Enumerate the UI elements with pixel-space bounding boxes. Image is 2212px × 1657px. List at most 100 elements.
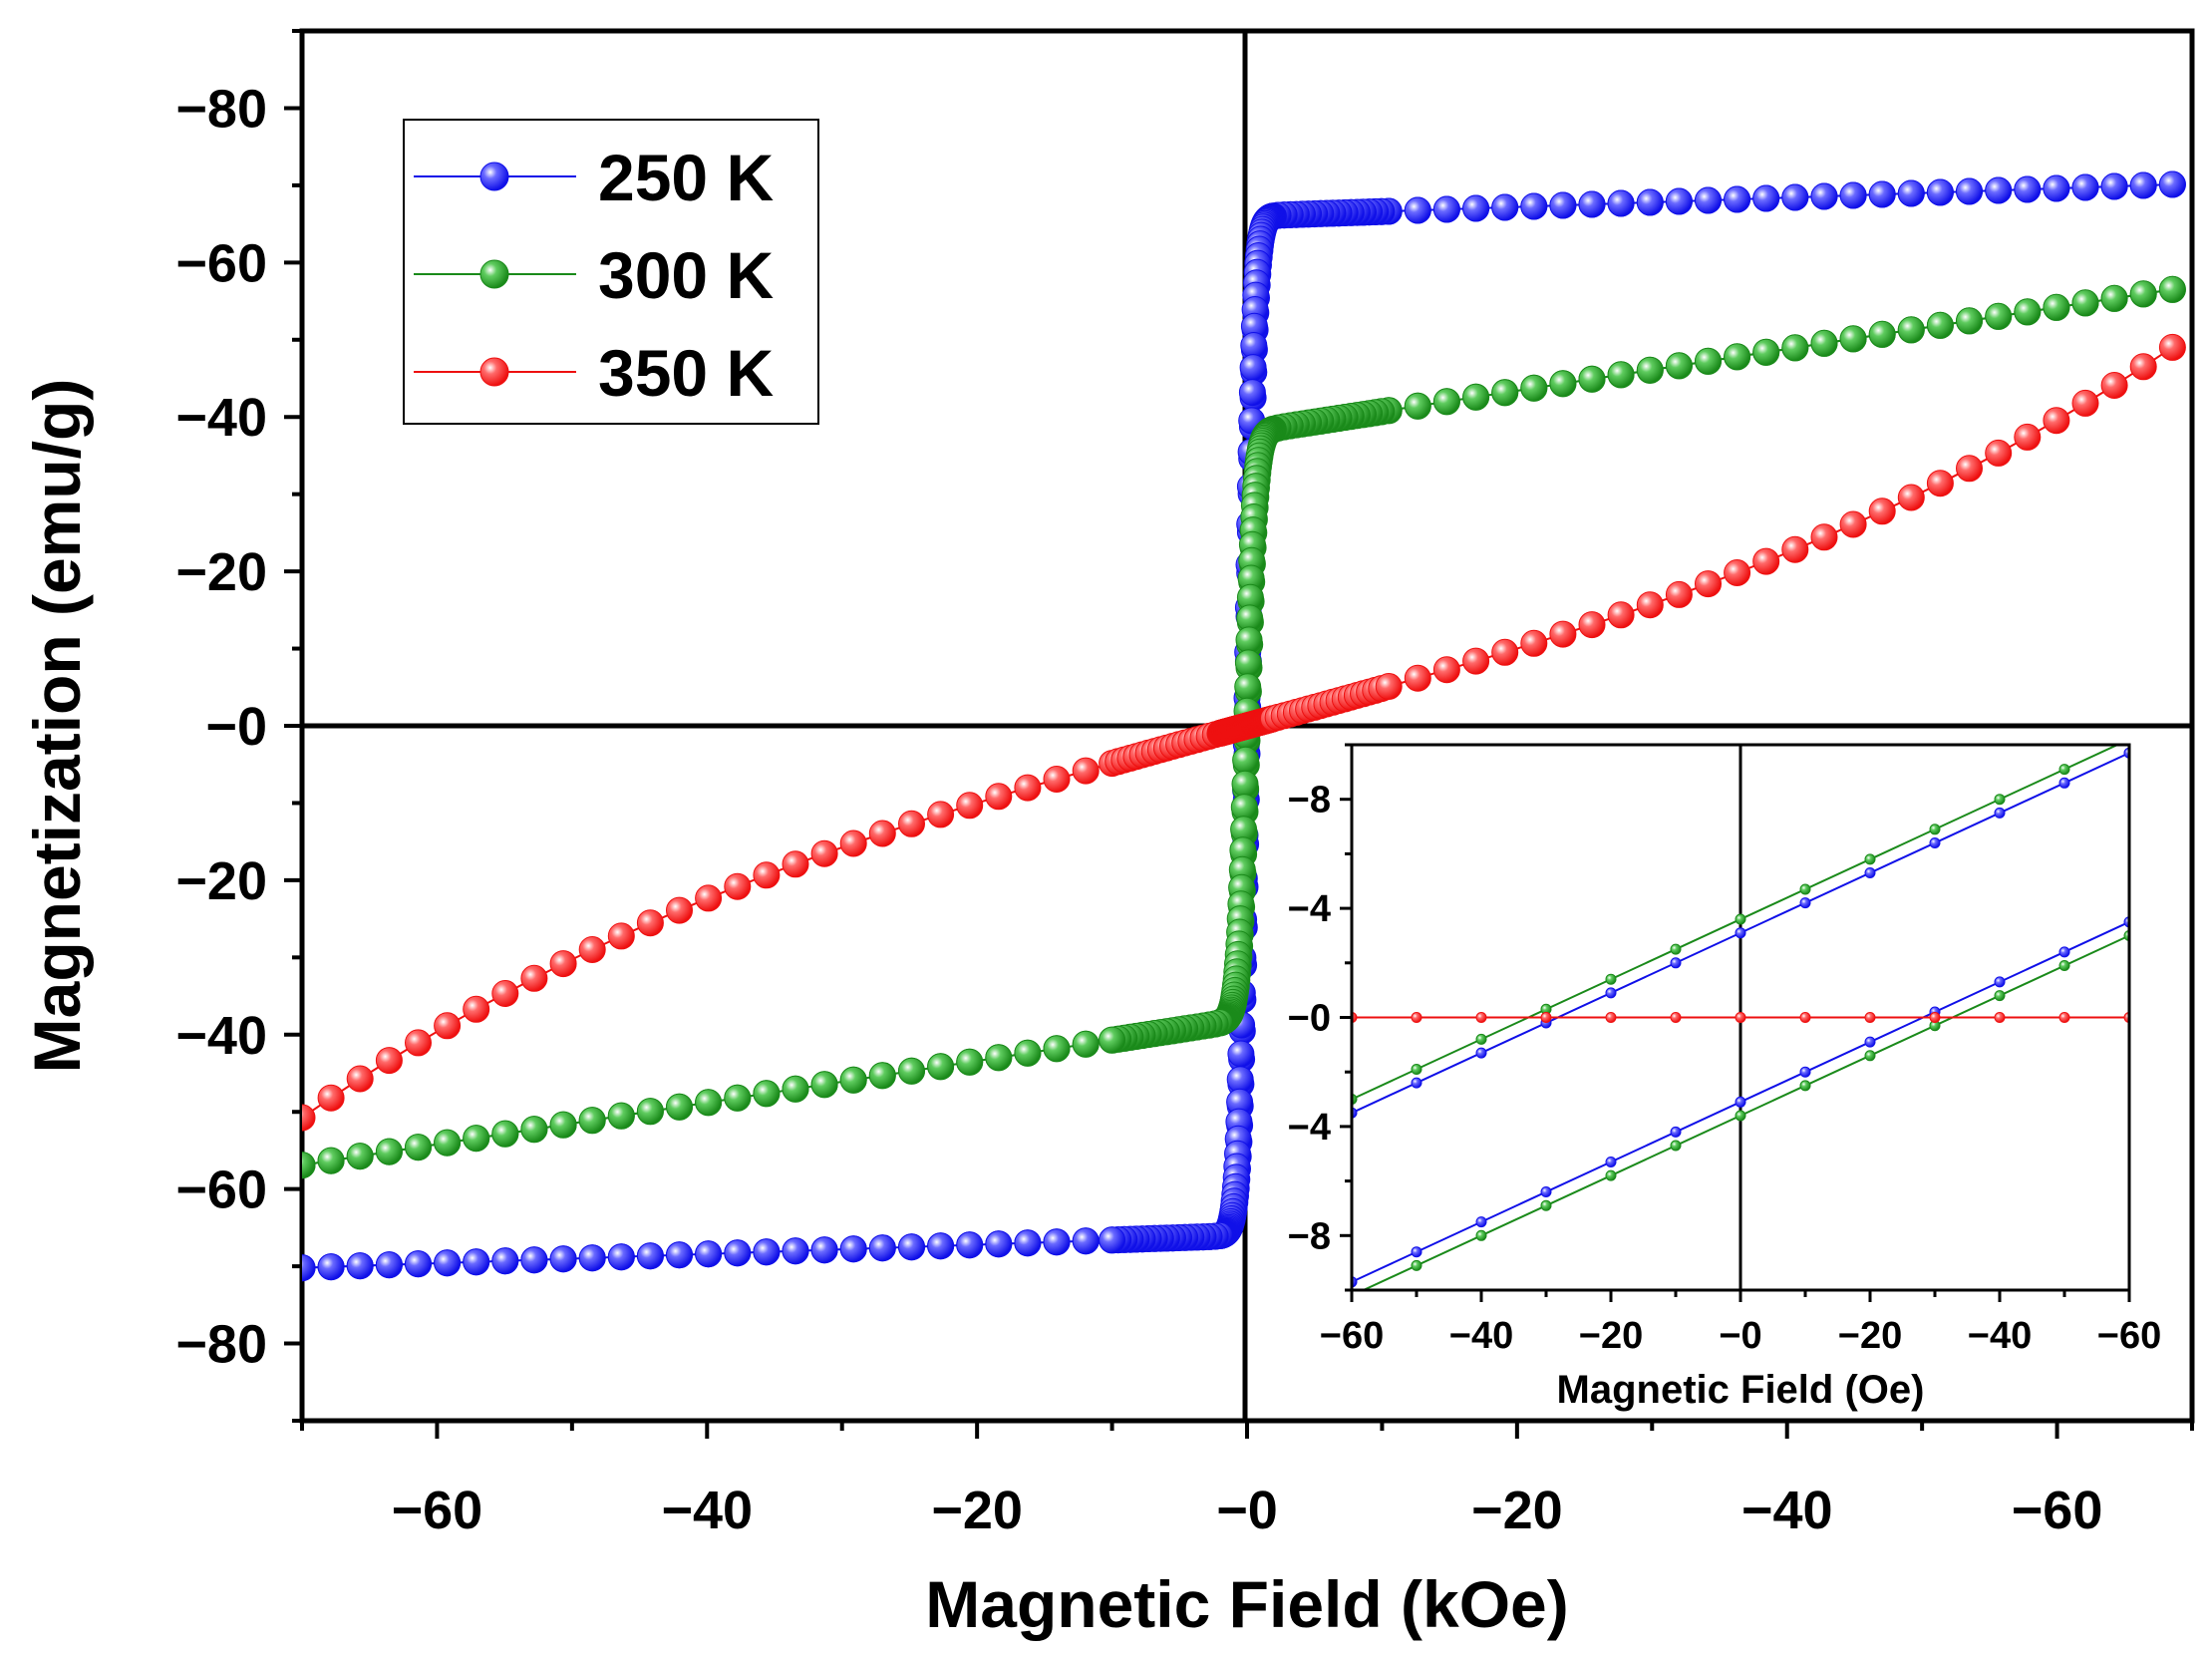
data-point	[317, 1253, 345, 1281]
data-point	[927, 1232, 955, 1260]
data-point	[1549, 370, 1577, 398]
data-point	[549, 1111, 577, 1139]
inset-data-point	[2058, 1012, 2070, 1023]
main-y-tick-label: −80	[175, 79, 267, 139]
inset-data-point	[1799, 897, 1811, 909]
main-x-tick-label: −40	[661, 1481, 753, 1540]
data-point	[302, 1254, 316, 1282]
data-point	[636, 909, 664, 937]
data-point	[405, 1029, 432, 1057]
data-point	[1491, 193, 1519, 221]
data-point	[956, 1231, 984, 1259]
inset-data-point	[1475, 1012, 1487, 1023]
data-point	[1099, 1226, 1126, 1254]
data-point	[1897, 179, 1925, 207]
data-point	[1810, 329, 1838, 357]
data-point	[753, 1238, 781, 1266]
main-y-tick-label: −20	[175, 851, 267, 911]
inset-x-tick-label: −40	[1968, 1315, 2032, 1357]
inset-series	[1361, 930, 2129, 1290]
inset-data-point	[1605, 1012, 1617, 1023]
main-y-tick-label: −60	[175, 233, 267, 293]
main-series-layer	[302, 170, 2186, 1282]
inset-data-point	[1540, 1199, 1552, 1211]
data-point	[2129, 280, 2157, 308]
data-point	[607, 922, 635, 950]
data-point	[1665, 352, 1693, 380]
data-point	[2129, 171, 2157, 199]
legend: 250 K 300 K 350 K	[403, 119, 819, 425]
data-point	[666, 1241, 693, 1269]
inset-y-tick-label: −4	[1288, 1107, 1331, 1149]
data-point	[1549, 620, 1577, 648]
data-point	[1985, 302, 2013, 330]
inset-data-point	[1994, 990, 2006, 1002]
data-point	[1227, 1040, 1255, 1068]
data-point	[2043, 407, 2070, 435]
data-point	[1231, 770, 1259, 798]
data-point	[1695, 347, 1722, 375]
data-point	[2100, 284, 2128, 312]
data-point	[898, 1057, 925, 1085]
data-point	[2129, 353, 2157, 381]
inset-data-point	[1605, 1157, 1617, 1167]
data-point	[985, 1044, 1013, 1072]
inset-data-point	[1670, 1012, 1682, 1023]
data-point	[1695, 186, 1722, 214]
data-point	[1043, 1035, 1071, 1063]
data-point	[1578, 190, 1606, 218]
inset-data-point	[1605, 973, 1617, 985]
data-point	[405, 1134, 432, 1161]
inset-data-point	[1475, 1033, 1487, 1045]
legend-marker-350k	[479, 357, 509, 387]
data-point	[724, 872, 752, 900]
data-point	[724, 1239, 752, 1267]
data-point	[1520, 374, 1548, 402]
data-point	[1072, 757, 1100, 785]
data-point	[2158, 333, 2186, 361]
data-point	[463, 1125, 490, 1153]
data-point	[1724, 559, 1751, 586]
inset-data-point	[2058, 946, 2070, 958]
inset-data-point	[1864, 853, 1876, 865]
data-point	[782, 1237, 809, 1265]
data-point	[1868, 180, 1896, 208]
data-point	[1636, 356, 1664, 384]
inset-data-point	[1475, 1047, 1487, 1059]
data-point	[375, 1138, 403, 1165]
data-point	[695, 1240, 723, 1268]
data-point	[1014, 774, 1042, 802]
data-point	[1578, 611, 1606, 639]
data-point	[1043, 1228, 1071, 1256]
data-point	[2014, 175, 2042, 203]
data-point	[434, 1249, 462, 1277]
inset-series	[1352, 745, 2120, 1105]
data-point	[434, 1129, 462, 1157]
data-point	[839, 829, 867, 857]
inset-data-point	[2058, 960, 2070, 971]
data-point	[1665, 187, 1693, 215]
data-point	[1897, 484, 1925, 511]
data-point	[1781, 334, 1809, 362]
data-point	[1462, 194, 1490, 222]
data-point	[549, 950, 577, 978]
data-point	[1549, 191, 1577, 219]
inset-data-point	[1411, 1012, 1422, 1023]
inset-y-tick-label: −0	[1288, 998, 1331, 1040]
data-point	[1432, 388, 1460, 416]
main-x-tick-label: −60	[392, 1481, 483, 1540]
data-point	[549, 1245, 577, 1273]
inset-data-point	[1411, 1246, 1422, 1258]
inset-data-point	[1994, 807, 2006, 819]
inset-data-point	[1670, 943, 1682, 955]
inset-x-tick-label: −0	[1719, 1315, 1761, 1357]
main-y-tick-label: −40	[175, 1006, 267, 1066]
inset-data-point	[1799, 1080, 1811, 1092]
data-point	[1234, 649, 1262, 677]
data-point	[1636, 188, 1664, 216]
main-y-tick-label: −80	[175, 1315, 267, 1375]
legend-label-350k: 350 K	[598, 336, 774, 410]
inset-data-point	[1864, 867, 1876, 878]
data-point	[1839, 510, 1867, 538]
